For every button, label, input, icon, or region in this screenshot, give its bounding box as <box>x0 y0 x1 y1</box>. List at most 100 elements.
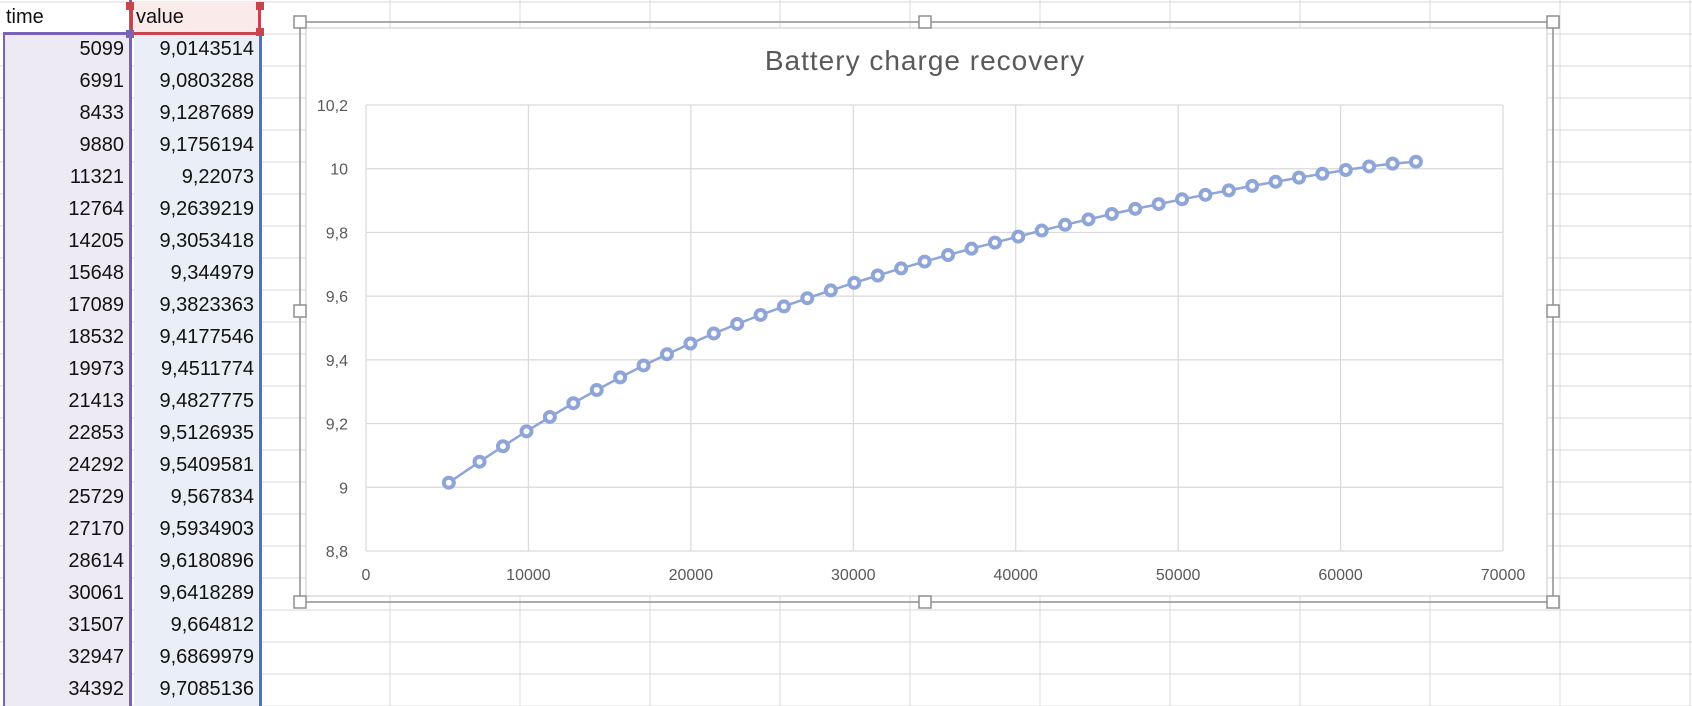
time-cell[interactable]: 30061 <box>68 582 124 604</box>
data-point[interactable] <box>1408 154 1423 169</box>
time-cell[interactable]: 19973 <box>68 358 124 380</box>
chart-resize-handle[interactable] <box>1546 595 1560 609</box>
data-point[interactable] <box>1362 159 1377 174</box>
chart-resize-handle[interactable] <box>293 304 307 318</box>
time-cell[interactable]: 21413 <box>68 390 124 412</box>
time-cell[interactable]: 5099 <box>79 38 125 60</box>
range-handle[interactable] <box>126 2 134 10</box>
data-point[interactable] <box>730 316 745 331</box>
data-point[interactable] <box>472 454 487 469</box>
data-point[interactable] <box>870 268 885 283</box>
chart-resize-handle[interactable] <box>293 595 307 609</box>
data-point[interactable] <box>1175 192 1190 207</box>
data-point[interactable] <box>519 424 534 439</box>
data-point[interactable] <box>1245 178 1260 193</box>
data-point[interactable] <box>1034 223 1049 238</box>
value-header-cell[interactable]: value <box>136 6 184 28</box>
data-point[interactable] <box>1291 170 1306 185</box>
value-cell[interactable]: 9,2639219 <box>159 198 254 220</box>
chart-resize-handle[interactable] <box>293 15 307 29</box>
value-cell[interactable]: 9,0143514 <box>159 38 254 60</box>
value-cell[interactable]: 9,5126935 <box>159 422 254 444</box>
data-point[interactable] <box>441 475 456 490</box>
data-point[interactable] <box>542 409 557 424</box>
value-cell[interactable]: 9,0803288 <box>159 70 254 92</box>
value-cell[interactable]: 9,1756194 <box>159 134 254 156</box>
time-cell[interactable]: 31507 <box>68 614 124 636</box>
time-cell[interactable]: 8433 <box>79 102 125 124</box>
data-point[interactable] <box>1268 174 1283 189</box>
data-point[interactable] <box>660 347 675 362</box>
value-cell[interactable]: 9,6869979 <box>159 646 254 668</box>
value-cell[interactable]: 9,3053418 <box>159 230 254 252</box>
chart-resize-handle[interactable] <box>918 15 932 29</box>
time-cell[interactable]: 17089 <box>68 294 124 316</box>
value-cell[interactable]: 9,7085136 <box>159 678 254 700</box>
chart-resize-handle[interactable] <box>1546 304 1560 318</box>
range-handle[interactable] <box>256 2 264 10</box>
data-point[interactable] <box>1011 229 1026 244</box>
data-point[interactable] <box>1058 217 1073 232</box>
data-point[interactable] <box>1338 162 1353 177</box>
time-cell[interactable]: 6991 <box>79 70 125 92</box>
data-point[interactable] <box>941 248 956 263</box>
time-cell[interactable]: 34392 <box>68 678 124 700</box>
data-point[interactable] <box>1385 156 1400 171</box>
range-handle[interactable] <box>126 30 134 38</box>
time-cell[interactable]: 9880 <box>79 134 125 156</box>
data-point[interactable] <box>1104 206 1119 221</box>
data-point[interactable] <box>1081 212 1096 227</box>
time-header-cell[interactable]: time <box>6 6 44 28</box>
time-cell[interactable]: 25729 <box>68 486 124 508</box>
data-point[interactable] <box>636 358 651 373</box>
range-handle[interactable] <box>256 28 264 36</box>
value-cell[interactable]: 9,567834 <box>170 486 254 508</box>
time-cell[interactable]: 27170 <box>68 518 124 540</box>
data-point[interactable] <box>800 291 815 306</box>
time-column-selection[interactable] <box>3 34 131 706</box>
time-cell[interactable]: 18532 <box>68 326 124 348</box>
data-point[interactable] <box>706 326 721 341</box>
value-cell[interactable]: 9,1287689 <box>159 102 254 124</box>
data-point[interactable] <box>1151 197 1166 212</box>
data-point[interactable] <box>495 439 510 454</box>
data-point[interactable] <box>1198 187 1213 202</box>
data-point[interactable] <box>847 275 862 290</box>
time-cell[interactable]: 12764 <box>68 198 124 220</box>
chart-resize-handle[interactable] <box>918 595 932 609</box>
data-point[interactable] <box>1128 201 1143 216</box>
data-point[interactable] <box>823 283 838 298</box>
time-cell[interactable]: 24292 <box>68 454 124 476</box>
value-cell[interactable]: 9,4827775 <box>159 390 254 412</box>
value-cell[interactable]: 9,6180896 <box>159 550 254 572</box>
time-cell[interactable]: 14205 <box>68 230 124 252</box>
chart-resize-handle[interactable] <box>1546 15 1560 29</box>
data-point[interactable] <box>1315 166 1330 181</box>
data-point[interactable] <box>566 396 581 411</box>
data-point[interactable] <box>964 241 979 256</box>
value-cell[interactable]: 9,344979 <box>170 262 254 284</box>
value-cell[interactable]: 9,4177546 <box>159 326 254 348</box>
value-cell[interactable]: 9,664812 <box>170 614 254 636</box>
value-cell[interactable]: 9,5934903 <box>159 518 254 540</box>
value-column-selection[interactable] <box>134 34 260 706</box>
data-point[interactable] <box>683 336 698 351</box>
value-cell[interactable]: 9,6418289 <box>159 582 254 604</box>
value-cell[interactable]: 9,5409581 <box>159 454 254 476</box>
data-point[interactable] <box>894 261 909 276</box>
data-point[interactable] <box>776 299 791 314</box>
time-cell[interactable]: 15648 <box>68 262 124 284</box>
value-cell[interactable]: 9,3823363 <box>159 294 254 316</box>
time-cell[interactable]: 11321 <box>69 166 124 188</box>
data-point[interactable] <box>987 235 1002 250</box>
time-cell[interactable]: 32947 <box>68 646 124 668</box>
time-cell[interactable]: 28614 <box>68 550 124 572</box>
chart-area[interactable] <box>305 27 1548 597</box>
data-point[interactable] <box>613 370 628 385</box>
data-point[interactable] <box>753 307 768 322</box>
chart-resize-handles[interactable] <box>293 15 1560 609</box>
data-point[interactable] <box>589 383 604 398</box>
value-cell[interactable]: 9,22073 <box>181 166 254 188</box>
value-cell[interactable]: 9,4511774 <box>160 358 254 380</box>
